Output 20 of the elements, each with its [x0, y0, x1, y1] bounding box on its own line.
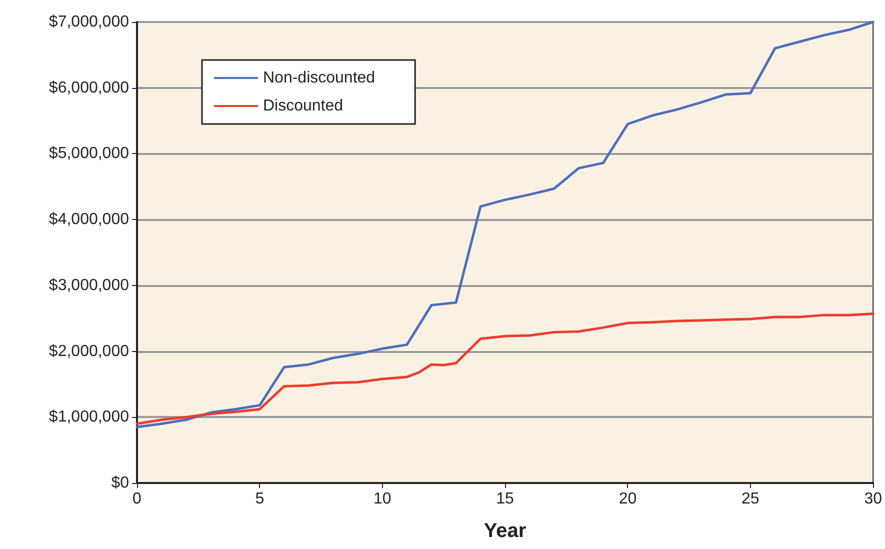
y-tick-label: $3,000,000	[48, 276, 130, 294]
x-tick-label: 20	[618, 490, 637, 508]
y-tick-label: $2,000,000	[48, 342, 130, 360]
x-tick-label: 0	[132, 490, 142, 508]
x-tick-label: 10	[373, 490, 392, 508]
line-series	[136, 312, 874, 425]
x-tick-label: 5	[255, 490, 264, 508]
y-tick-label: $5,000,000	[48, 145, 130, 162]
y-tick-label: $7,000,000	[48, 14, 130, 30]
y-tick-label: $0	[111, 474, 130, 492]
x-axis-title: Year	[484, 520, 526, 542]
line-series	[136, 20, 874, 428]
y-tick-label: $1,000,000	[48, 408, 130, 426]
x-tick-label: 30	[864, 490, 882, 508]
legend-label: Non-discounted	[263, 70, 376, 86]
x-tick-label: 25	[742, 490, 760, 508]
x-tick-label: 15	[496, 490, 514, 508]
y-tick-label: $6,000,000	[48, 79, 130, 96]
y-tick-label: $4,000,000	[48, 211, 130, 228]
legend-label: Discounted	[263, 98, 344, 114]
